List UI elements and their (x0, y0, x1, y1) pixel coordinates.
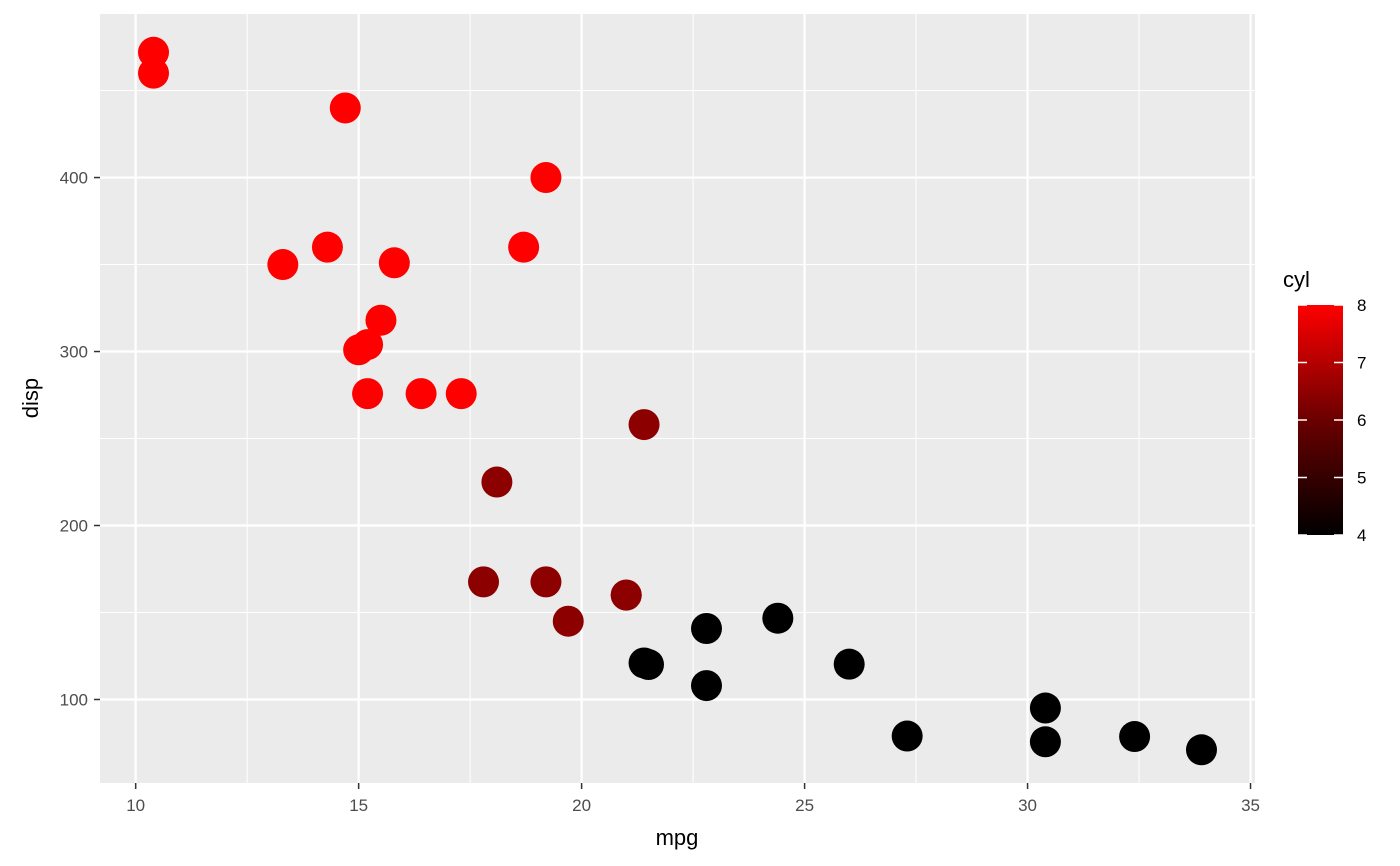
plot-panel (100, 14, 1255, 783)
legend-title: cyl (1283, 267, 1310, 292)
x-tick-label: 25 (795, 796, 814, 815)
data-point (690, 670, 722, 702)
y-tick-label: 400 (60, 169, 88, 188)
legend-tick-label: 4 (1357, 526, 1366, 545)
x-axis-title: mpg (656, 825, 699, 850)
data-point (628, 409, 660, 441)
data-point (311, 231, 343, 263)
major-gridlines (100, 14, 1255, 783)
data-point (405, 378, 437, 410)
data-point (481, 466, 513, 498)
x-tick-label: 20 (572, 796, 591, 815)
x-tick-label: 30 (1018, 796, 1037, 815)
legend-tick-label: 6 (1357, 411, 1366, 430)
data-point (508, 231, 540, 263)
data-point (365, 304, 397, 336)
legend-tick-label: 7 (1357, 354, 1366, 373)
data-point (378, 247, 410, 279)
data-point (1119, 721, 1151, 753)
data-point (833, 648, 865, 680)
data-point (1029, 726, 1061, 758)
color-legend: cyl 4 5 6 7 8 (1283, 267, 1366, 545)
data-point (610, 579, 642, 611)
y-axis-ticks: 100 200 300 400 (60, 169, 100, 709)
y-tick-label: 300 (60, 343, 88, 362)
data-point (468, 566, 500, 598)
data-points (138, 36, 1217, 766)
x-axis-ticks: 10 15 20 25 30 35 (126, 783, 1260, 815)
data-point (552, 605, 584, 637)
y-axis-title: disp (18, 378, 43, 418)
x-tick-label: 35 (1241, 796, 1260, 815)
legend-tick-label: 8 (1357, 296, 1366, 315)
x-tick-label: 15 (349, 796, 368, 815)
y-tick-label: 200 (60, 517, 88, 536)
minor-gridlines (100, 14, 1255, 783)
data-point (329, 92, 361, 124)
data-point (1029, 692, 1061, 724)
data-point (530, 162, 562, 194)
data-point (762, 602, 794, 634)
data-point (138, 57, 170, 89)
y-tick-label: 100 (60, 690, 88, 709)
data-point (628, 647, 660, 679)
legend-ticks: 4 5 6 7 8 (1298, 296, 1366, 545)
data-point (445, 378, 477, 410)
data-point (1185, 734, 1217, 766)
data-point (343, 334, 375, 366)
legend-tick-label: 5 (1357, 469, 1366, 488)
data-point (267, 249, 299, 281)
data-point (891, 720, 923, 752)
x-tick-label: 10 (126, 796, 145, 815)
data-point (690, 613, 722, 645)
data-point (352, 378, 384, 410)
data-point (530, 566, 562, 598)
